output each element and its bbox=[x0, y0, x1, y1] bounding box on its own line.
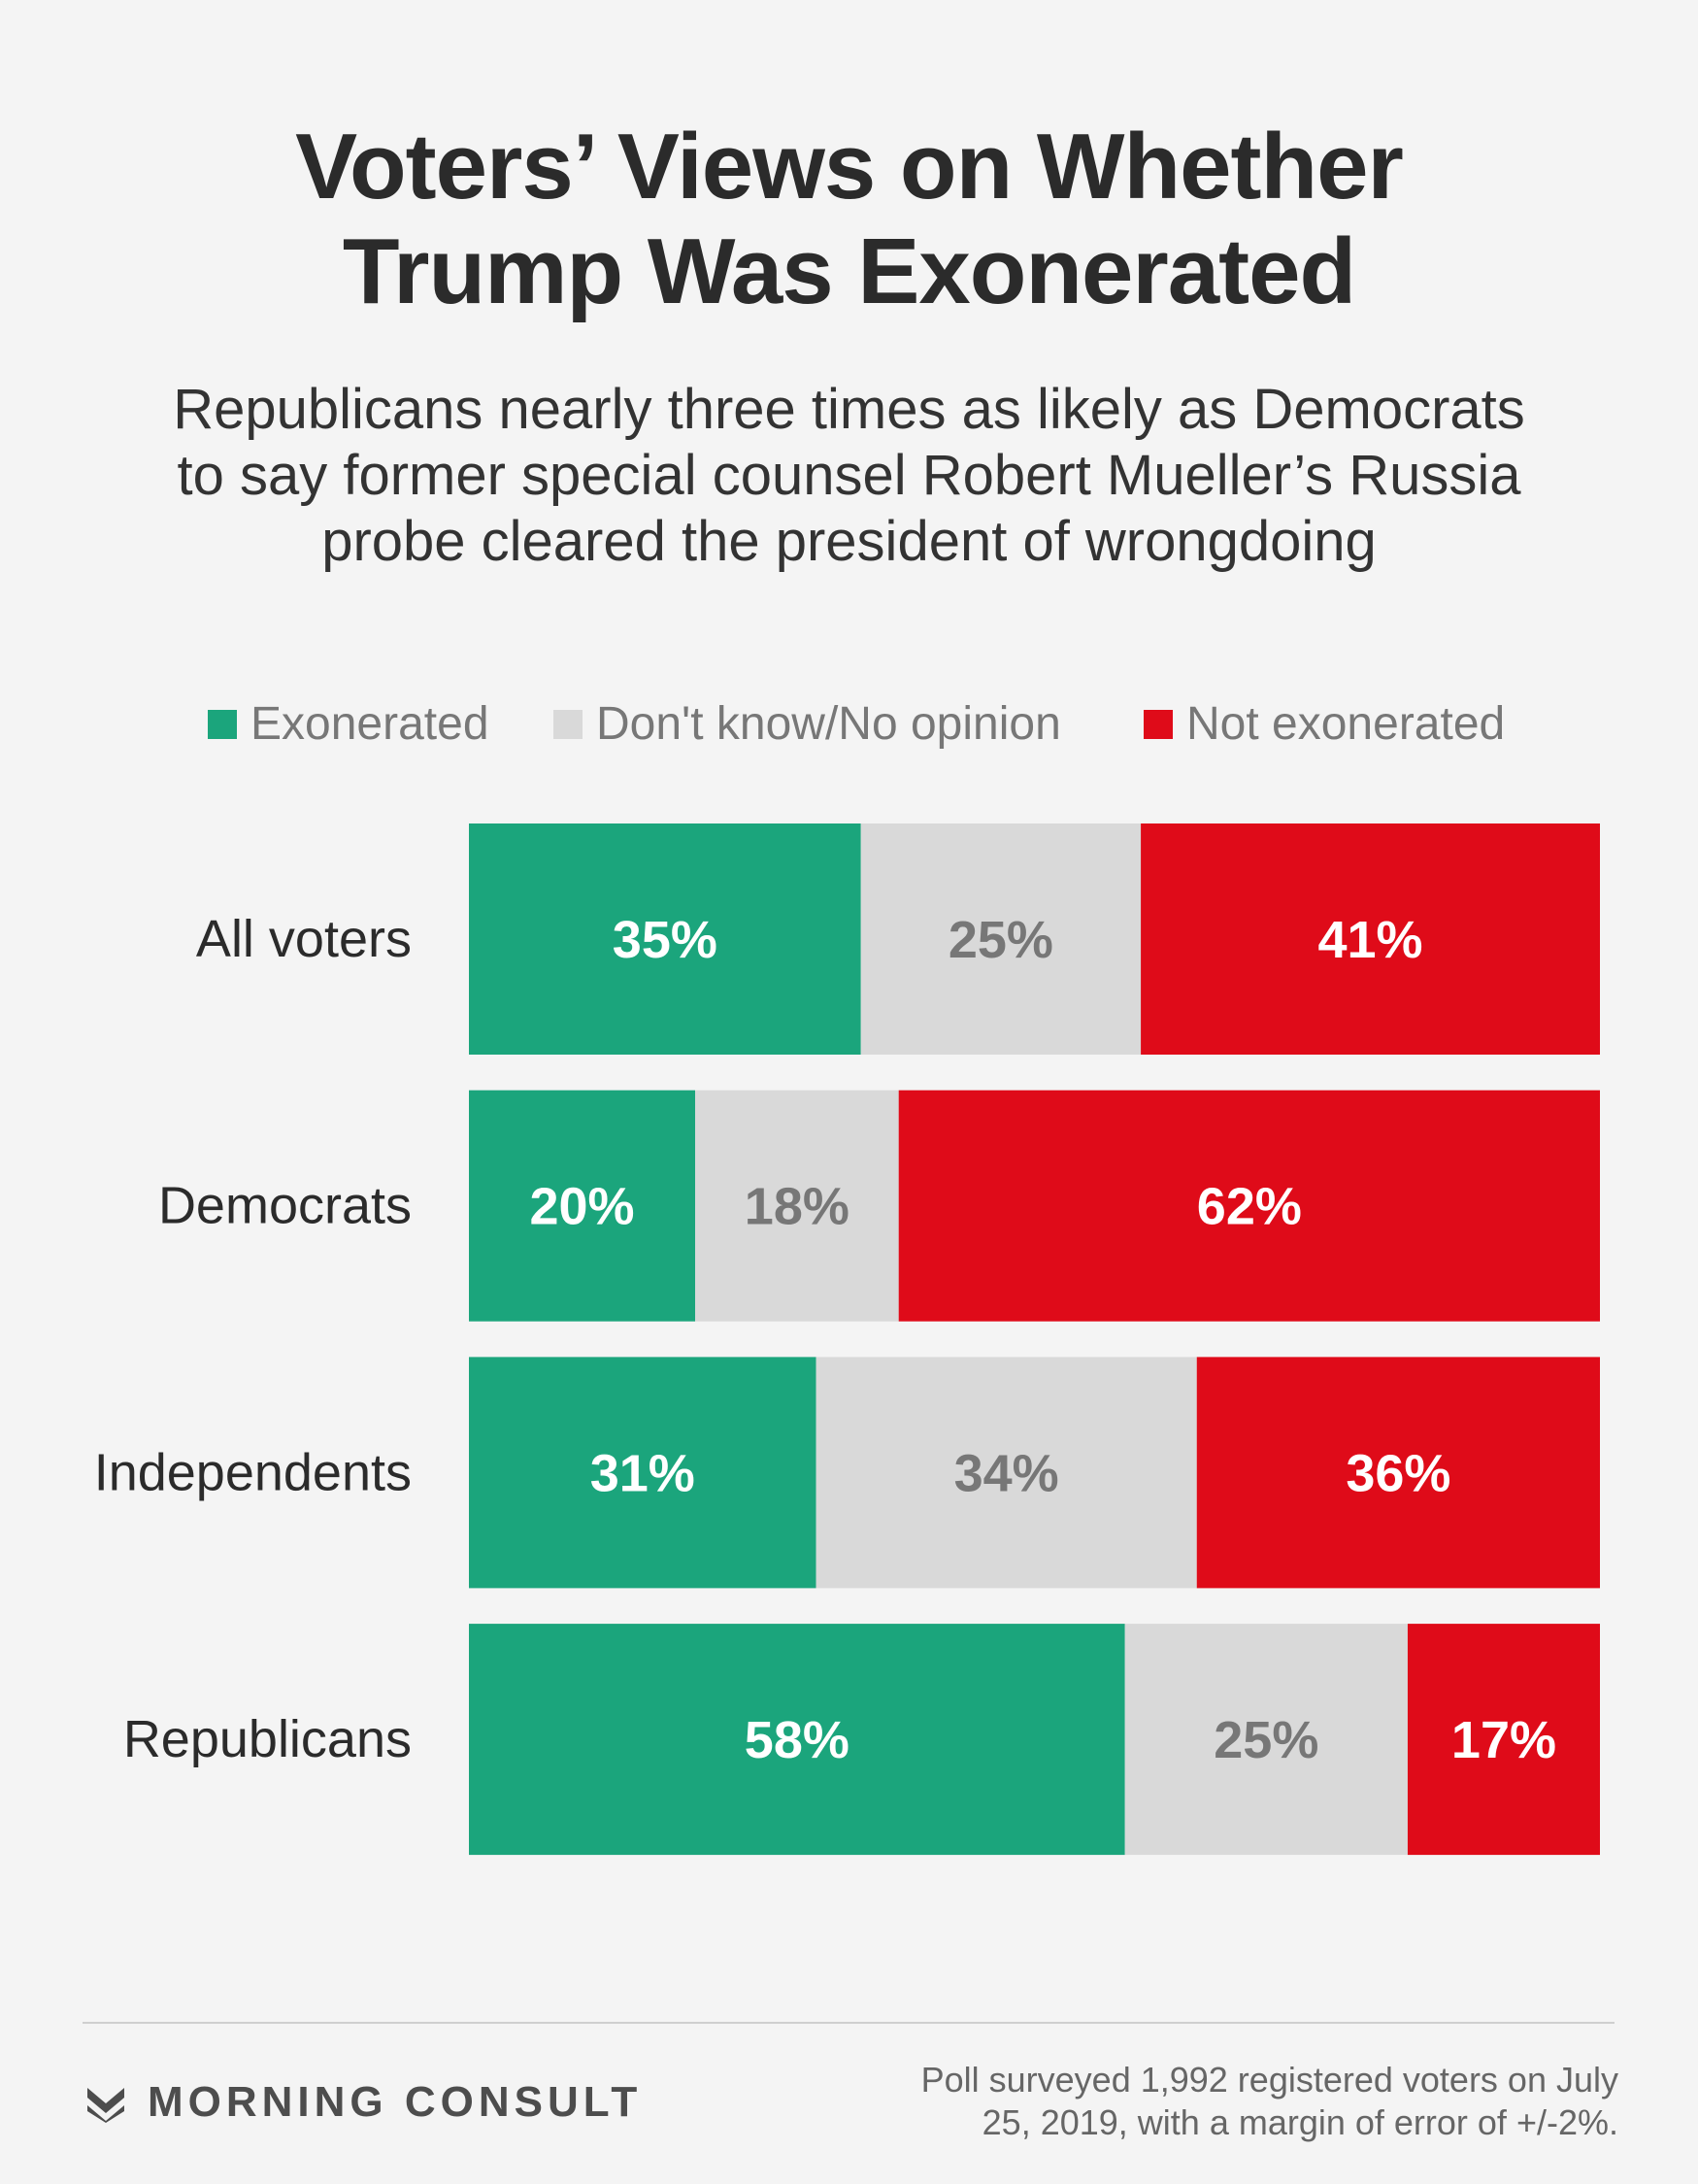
bar-segment-republicans-don-t-know-no-opinion bbox=[1124, 1624, 1408, 1856]
category-label-all-voters: All voters bbox=[196, 910, 412, 968]
bar-segment-democrats-don-t-know-no-opinion bbox=[695, 1090, 899, 1322]
data-label-all-voters-don-t-know-no-opinion: 25% bbox=[949, 911, 1053, 969]
category-label-republicans: Republicans bbox=[123, 1710, 412, 1768]
legend-label-exonerated: Exonerated bbox=[250, 698, 489, 750]
data-label-republicans-not-exonerated: 17% bbox=[1451, 1711, 1556, 1769]
legend-item-exonerated: Exonerated bbox=[208, 697, 489, 751]
data-label-republicans-don-t-know-no-opinion: 25% bbox=[1214, 1711, 1318, 1769]
legend-label-not-exonerated: Not exonerated bbox=[1186, 698, 1506, 750]
data-label-democrats-exonerated: 20% bbox=[529, 1178, 634, 1236]
legend-swatch-dont-know bbox=[553, 709, 583, 739]
category-label-democrats: Democrats bbox=[158, 1177, 412, 1235]
footer-divider bbox=[83, 2022, 1615, 2024]
data-label-all-voters-not-exonerated: 41% bbox=[1317, 911, 1422, 969]
data-label-democrats-not-exonerated: 62% bbox=[1197, 1178, 1302, 1236]
footnote: Poll surveyed 1,992 registered voters on… bbox=[920, 2060, 1618, 2142]
bar-segment-democrats-not-exonerated bbox=[898, 1090, 1600, 1322]
stacked-bar-chart: All voters 35% 25% 41% Democrats 20% 18% 62% Ind… bbox=[94, 823, 1600, 1856]
chart-title: Voters’ Views on Whether Trump Was Exone… bbox=[295, 115, 1404, 323]
bar-segment-independents-exonerated bbox=[469, 1357, 816, 1589]
data-label-independents-exonerated: 31% bbox=[590, 1444, 695, 1502]
bar-segment-all-voters-don-t-know-no-opinion bbox=[860, 823, 1142, 1055]
legend-item-dont-know: Don't know/No opinion bbox=[553, 697, 1061, 751]
bar-segment-democrats-exonerated bbox=[469, 1090, 695, 1322]
bar-segment-all-voters-not-exonerated bbox=[1141, 823, 1600, 1055]
chart-subtitle: Republicans nearly three times as likely… bbox=[173, 378, 1525, 573]
bar-segment-republicans-not-exonerated bbox=[1407, 1624, 1600, 1856]
data-label-all-voters-exonerated: 35% bbox=[613, 911, 717, 969]
legend-swatch-not-exonerated bbox=[1144, 709, 1173, 739]
bar-segment-independents-don-t-know-no-opinion bbox=[816, 1357, 1197, 1589]
data-label-independents-not-exonerated: 36% bbox=[1346, 1444, 1450, 1502]
morning-consult-logo-icon bbox=[87, 2088, 124, 2123]
brand-name: MORNING CONSULT bbox=[148, 2078, 643, 2126]
data-label-democrats-don-t-know-no-opinion: 18% bbox=[745, 1178, 849, 1236]
legend-swatch-exonerated bbox=[208, 709, 237, 739]
legend-item-not-exonerated: Not exonerated bbox=[1144, 697, 1505, 751]
brand: MORNING CONSULT bbox=[85, 2078, 642, 2127]
data-label-republicans-exonerated: 58% bbox=[745, 1711, 849, 1769]
bar-segment-all-voters-exonerated bbox=[469, 823, 861, 1055]
data-label-independents-don-t-know-no-opinion: 34% bbox=[954, 1444, 1059, 1502]
bar-segment-independents-not-exonerated bbox=[1196, 1357, 1600, 1589]
legend-label-dont-know: Don't know/No opinion bbox=[596, 698, 1061, 750]
legend: Exonerated Don't know/No opinion Not exo… bbox=[0, 697, 1698, 756]
category-label-independents: Independents bbox=[94, 1443, 412, 1501]
bar-segment-republicans-exonerated bbox=[469, 1624, 1125, 1856]
